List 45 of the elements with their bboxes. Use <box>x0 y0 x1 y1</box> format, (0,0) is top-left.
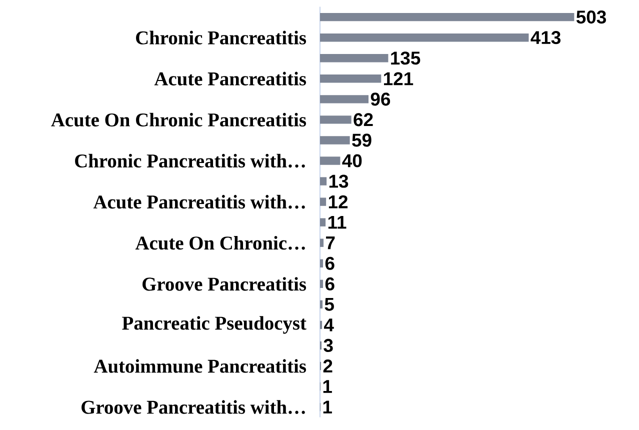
bar <box>320 12 574 22</box>
data-label: 135 <box>391 52 420 65</box>
data-label: 2 <box>323 360 332 372</box>
data-label: 7 <box>326 236 335 250</box>
y-tick-label: Acute Pancreatitis <box>154 72 306 86</box>
data-label: 96 <box>370 92 390 106</box>
data-label: 1 <box>323 400 332 414</box>
y-tick-label: Acute On Chronic… <box>135 236 305 250</box>
y-tick-label: Groove Pancreatitis with… <box>82 400 305 414</box>
data-label: 5 <box>324 298 334 311</box>
bar <box>320 259 324 268</box>
data-label: 6 <box>325 256 334 270</box>
data-label: 40 <box>342 154 362 168</box>
bar <box>320 177 327 186</box>
bar <box>320 136 350 144</box>
data-label: 6 <box>325 277 334 290</box>
data-label: 1 <box>323 380 332 393</box>
data-label: 62 <box>354 113 373 126</box>
data-label: 503 <box>576 10 606 24</box>
bar <box>320 280 324 288</box>
y-tick-label: Groove Pancreatitis <box>142 277 306 291</box>
bar <box>320 116 352 124</box>
bar <box>320 95 369 104</box>
bar <box>320 54 388 62</box>
bar <box>320 198 326 206</box>
bar <box>320 238 324 247</box>
y-tick-label: Chronic Pancreatitis with… <box>75 154 305 168</box>
data-label: 59 <box>352 134 372 147</box>
data-label: 12 <box>328 195 348 208</box>
bar <box>320 156 340 165</box>
data-label: 13 <box>329 174 348 188</box>
data-label: 121 <box>384 72 414 86</box>
y-tick-label: Chronic Pancreatitis <box>136 30 306 44</box>
data-label: 4 <box>324 318 334 332</box>
bar <box>320 218 326 226</box>
bar <box>320 74 382 83</box>
bar <box>320 300 323 309</box>
y-tick-label: Autoimmune Pancreatitis <box>94 359 306 373</box>
y-tick-label: Pancreatic Pseudocyst <box>122 316 306 334</box>
bar <box>320 33 529 42</box>
y-tick-label: Acute On Chronic Pancreatitis <box>51 112 306 127</box>
y-tick-label: Acute Pancreatitis with… <box>93 194 305 209</box>
data-label: 11 <box>328 216 346 229</box>
data-label: 413 <box>530 31 560 44</box>
data-label: 3 <box>324 338 333 352</box>
